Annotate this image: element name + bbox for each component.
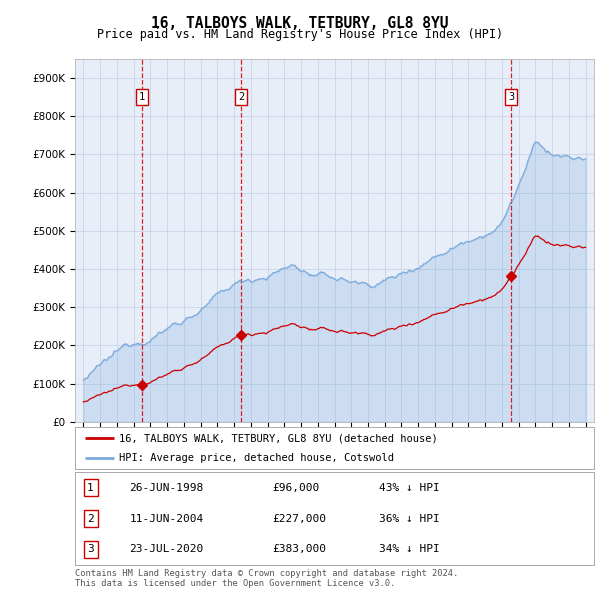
Text: 3: 3 (87, 545, 94, 555)
Text: £96,000: £96,000 (272, 483, 319, 493)
Text: 1: 1 (139, 92, 145, 102)
Text: 16, TALBOYS WALK, TETBURY, GL8 8YU: 16, TALBOYS WALK, TETBURY, GL8 8YU (151, 16, 449, 31)
Text: Contains HM Land Registry data © Crown copyright and database right 2024.: Contains HM Land Registry data © Crown c… (75, 569, 458, 578)
Text: £227,000: £227,000 (272, 514, 326, 523)
Text: 36% ↓ HPI: 36% ↓ HPI (379, 514, 439, 523)
Text: 2: 2 (87, 514, 94, 523)
Text: 43% ↓ HPI: 43% ↓ HPI (379, 483, 439, 493)
Text: 26-JUN-1998: 26-JUN-1998 (130, 483, 204, 493)
Text: 1: 1 (87, 483, 94, 493)
Text: 11-JUN-2004: 11-JUN-2004 (130, 514, 204, 523)
Text: 2: 2 (238, 92, 245, 102)
Text: HPI: Average price, detached house, Cotswold: HPI: Average price, detached house, Cots… (119, 453, 394, 463)
Text: This data is licensed under the Open Government Licence v3.0.: This data is licensed under the Open Gov… (75, 579, 395, 588)
Text: 3: 3 (508, 92, 514, 102)
Text: 34% ↓ HPI: 34% ↓ HPI (379, 545, 439, 555)
Text: £383,000: £383,000 (272, 545, 326, 555)
Text: 16, TALBOYS WALK, TETBURY, GL8 8YU (detached house): 16, TALBOYS WALK, TETBURY, GL8 8YU (deta… (119, 433, 438, 443)
Text: 23-JUL-2020: 23-JUL-2020 (130, 545, 204, 555)
Text: Price paid vs. HM Land Registry's House Price Index (HPI): Price paid vs. HM Land Registry's House … (97, 28, 503, 41)
